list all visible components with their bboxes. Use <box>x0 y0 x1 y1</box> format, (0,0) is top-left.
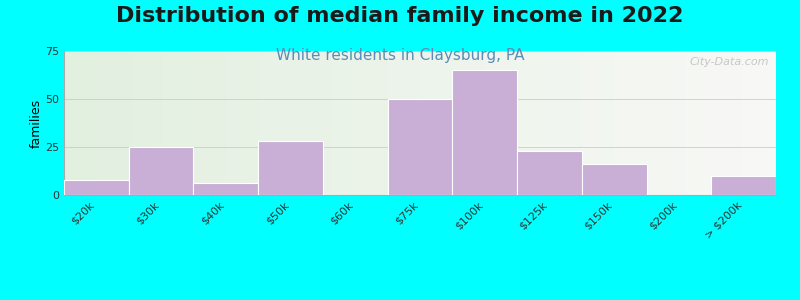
Text: White residents in Claysburg, PA: White residents in Claysburg, PA <box>276 48 524 63</box>
Bar <box>388 99 452 195</box>
Bar <box>129 147 194 195</box>
Bar <box>582 164 646 195</box>
Text: Distribution of median family income in 2022: Distribution of median family income in … <box>116 6 684 26</box>
Text: City-Data.com: City-Data.com <box>690 57 769 67</box>
Bar <box>258 141 323 195</box>
Bar <box>452 70 517 195</box>
Bar <box>64 180 129 195</box>
Bar <box>517 151 582 195</box>
Bar <box>711 176 776 195</box>
Bar <box>194 184 258 195</box>
Y-axis label: families: families <box>30 98 42 148</box>
